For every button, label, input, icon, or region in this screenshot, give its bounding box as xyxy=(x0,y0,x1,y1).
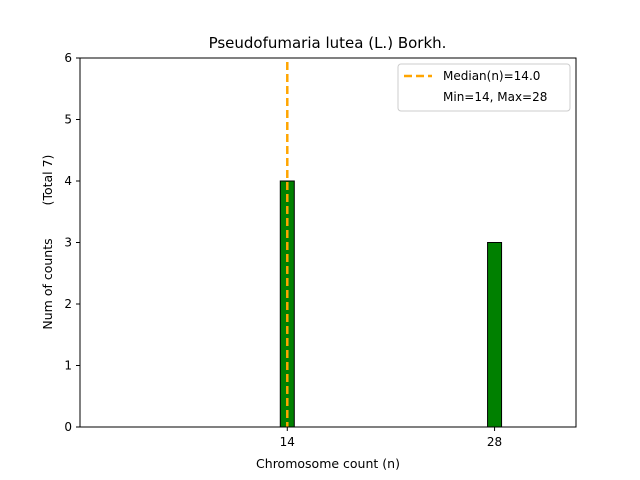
legend: Median(n)=14.0 Min=14, Max=28 xyxy=(397,63,571,112)
y-tick-label: 5 xyxy=(64,113,72,127)
y-axis-total-label: (Total 7) xyxy=(40,155,55,206)
bar-28 xyxy=(487,242,503,428)
legend-median-label: Median(n)=14.0 xyxy=(443,69,540,83)
chart-title: Pseudofumaria lutea (L.) Borkh. xyxy=(209,34,447,52)
y-axis-label: Num of counts xyxy=(40,238,55,329)
y-tick-label: 2 xyxy=(64,297,72,311)
legend-box xyxy=(397,63,571,112)
y-ticks: 0 1 2 3 4 5 6 xyxy=(64,51,80,434)
y-tick-label: 3 xyxy=(64,236,72,250)
y-tick-label: 6 xyxy=(64,51,72,65)
y-tick-label: 1 xyxy=(64,359,72,373)
x-axis-label: Chromosome count (n) xyxy=(256,456,400,471)
x-tick-label: 28 xyxy=(487,435,502,449)
y-tick-label: 0 xyxy=(64,420,72,434)
y-tick-label: 4 xyxy=(64,174,72,188)
x-ticks: 14 28 xyxy=(280,427,502,449)
legend-range-label: Min=14, Max=28 xyxy=(443,90,547,104)
x-tick-label: 14 xyxy=(280,435,295,449)
